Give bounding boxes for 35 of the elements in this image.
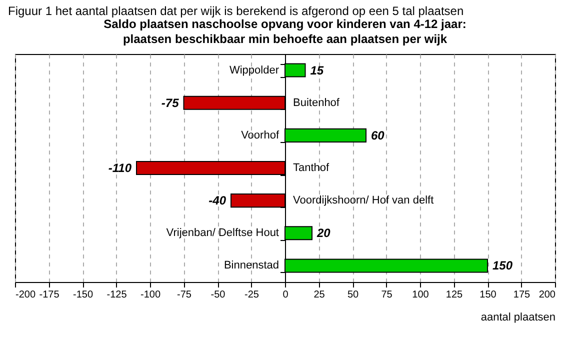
x-tick-label: 50 [347,290,359,300]
x-tick-label: -75 [177,290,192,300]
x-tick-label: 125 [446,290,464,300]
y-tick-label: Tanthof [293,162,330,174]
data-label: 15 [310,63,324,78]
data-label: -40 [208,194,226,208]
x-tick-label: -200 [16,290,36,300]
x-tick-label: 0 [282,290,289,300]
x-tick-label: -125 [106,290,128,300]
x-axis-title: aantal plaatsen [480,312,556,324]
x-tick-label: 175 [513,290,531,300]
x-tick-label: -100 [140,290,161,300]
x-tick-label: -175 [39,290,60,300]
y-tick-label: Voordijkshoorn/ Hof van delft [293,194,434,207]
data-label: 20 [316,226,331,240]
data-label: -110 [108,161,132,175]
y-tick-label: Voorhof [241,129,280,142]
y-tick-label: Binnenstad [224,260,279,272]
x-tick-label: 100 [412,290,430,300]
y-tick-label: Wippolder [229,64,280,76]
x-tick-label: 150 [480,290,497,300]
x-tick-label: -150 [72,290,94,300]
x-tick-label: 75 [381,290,393,300]
x-tick-label: 200 [538,290,556,300]
data-label: -75 [161,96,180,110]
data-label: 150 [492,258,513,273]
chart-subtitle: plaatsen beschikbaar min behoefte aan plaatsen per wijk [122,32,448,46]
data-label: 60 [371,128,385,142]
x-tick-label: 25 [314,290,326,300]
chart-title: Saldo plaatsen naschoolse opvang voor kinderen van 4-12 jaar: [104,17,466,31]
text: Figuur 1 het aantal plaatsen dat per wijk is berekend is afgerond op een 5 tal plaatsen [7,3,465,18]
y-tick-label: Vrijenban/ Delftse Hout [166,227,279,240]
x-tick-label: -25 [244,290,260,300]
x-tick-label: -50 [210,290,226,300]
y-tick-label: Buitenhof [293,96,340,109]
